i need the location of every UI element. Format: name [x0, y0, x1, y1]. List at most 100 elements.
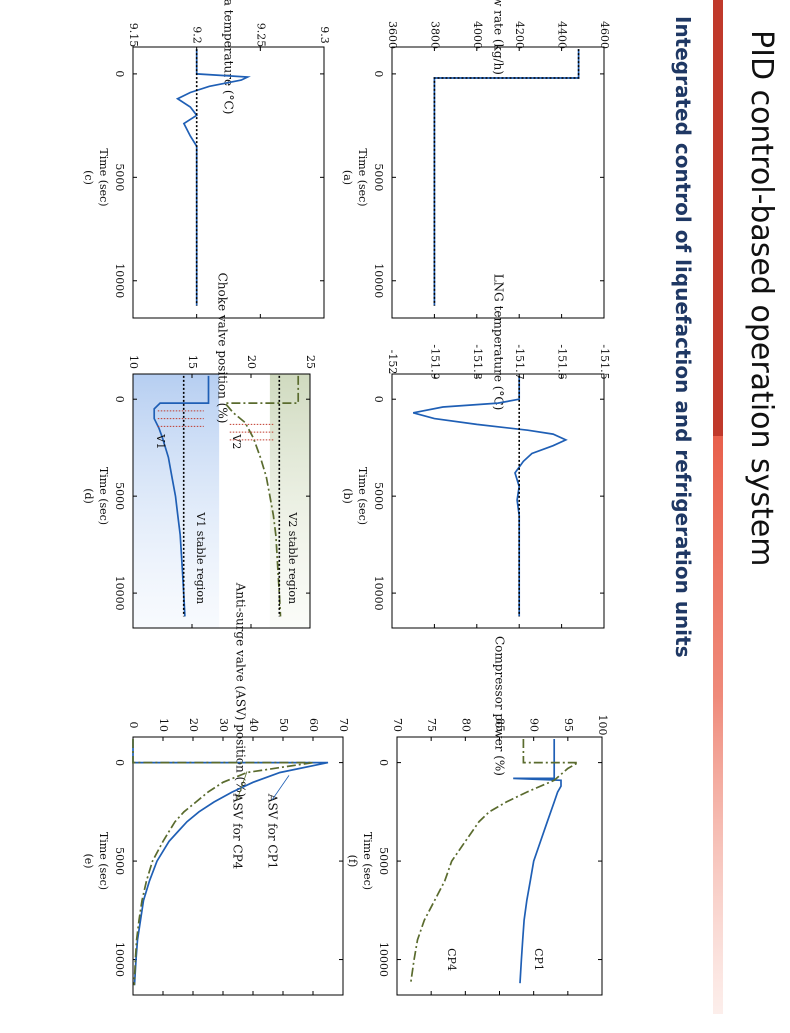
- ylabel-e-wrap: Anti-surge valve (ASV) position (%): [234, 582, 248, 798]
- xtick-label: 0: [372, 70, 385, 77]
- ytick-label-wrap: 60: [307, 718, 320, 732]
- ytick-label: 80: [459, 718, 472, 732]
- ytick-label-wrap: -151.8: [471, 344, 484, 379]
- xtick-label-wrap: 5000: [113, 847, 126, 875]
- ylabel-d: Choke valve position (%): [216, 273, 230, 424]
- xtick-label: 10000: [113, 263, 126, 298]
- ytick-label: 60: [307, 718, 320, 732]
- panel-label-f-wrap: (f): [346, 855, 359, 868]
- annot-v2-wrap: V2: [230, 433, 243, 449]
- xtick-label-wrap: 10000: [372, 576, 385, 611]
- panel-label-c: (c): [82, 170, 95, 185]
- ytick-label: 9.25: [254, 23, 267, 48]
- xtick-label-wrap: 0: [377, 759, 390, 766]
- xtick-label: 10000: [372, 263, 385, 298]
- asv-cp4-pointer: [236, 771, 248, 801]
- ytick-label-wrap: 9.2: [191, 26, 204, 44]
- panel-label-a: (a): [341, 170, 354, 185]
- xtick-label-wrap: 5000: [377, 847, 390, 875]
- ytick-label-wrap: 10: [127, 355, 140, 369]
- slide-title: PID control-based operation system: [744, 30, 779, 567]
- annot-v1: V1: [154, 433, 167, 449]
- chart-panel-e: 0 10 20 30 40 50 60 70 0 5000 10000 Anti-surge valv…: [82, 582, 350, 996]
- ytick-label: 3800: [428, 21, 441, 49]
- xtick-label-wrap: 5000: [372, 482, 385, 510]
- ytick-label-wrap: 25: [304, 355, 317, 369]
- ytick-label-wrap: 4600: [598, 21, 611, 49]
- series-line-c-0: [175, 49, 251, 306]
- ytick-label-wrap: 4000: [471, 21, 484, 49]
- annot-asv-cp4: ASV for CP4: [231, 793, 245, 870]
- slide-subtitle: Integrated control of liquefaction and r…: [671, 16, 695, 658]
- ytick-label-wrap: 9.25: [254, 23, 267, 48]
- xtick-label: 0: [377, 759, 390, 766]
- annot-cp1-wrap: CP1: [532, 948, 545, 971]
- annot-cp4-wrap: CP4: [445, 948, 458, 971]
- ytick-label-wrap: -151.9: [428, 344, 441, 379]
- ylabel-d-wrap: Choke valve position (%): [216, 273, 230, 424]
- xtick-label: 0: [372, 396, 385, 403]
- ytick-label: 4200: [513, 21, 526, 49]
- ytick-label-wrap: 85: [494, 718, 507, 732]
- ylabel-c-wrap: Warm end delta temperature (°C): [222, 0, 236, 114]
- series-line-f-1: [409, 739, 582, 984]
- annot-asv-cp1-wrap: ASV for CP1: [266, 793, 280, 869]
- ytick-label: 70: [337, 718, 350, 732]
- ytick-label-wrap: 50: [277, 718, 290, 732]
- ytick-label-wrap: 3800: [428, 21, 441, 49]
- ytick-label-wrap: 4200: [513, 21, 526, 49]
- ytick-label: 20: [245, 355, 258, 369]
- ylabel-a: LNG flow rate (kg/h): [492, 0, 506, 75]
- plot-frame-a: [391, 46, 605, 319]
- ytick-label: -151.8: [471, 344, 484, 379]
- annot-asv-cp4-wrap: ASV for CP4: [231, 793, 245, 870]
- xtick-label-wrap: 10000: [372, 263, 385, 298]
- ytick-label-wrap: 0: [127, 722, 140, 729]
- xtick-label-wrap: 0: [113, 396, 126, 403]
- annot-cp4: CP4: [445, 948, 458, 971]
- ytick-label: -151.6: [556, 344, 569, 379]
- annot-asv-cp1: ASV for CP1: [266, 793, 280, 869]
- ytick-label: 85: [494, 718, 507, 732]
- plot-frame-b: [391, 373, 605, 629]
- xtick-label-wrap: 5000: [372, 163, 385, 191]
- ytick-label: -151.7: [513, 344, 526, 379]
- xlabel-f-wrap: Time (sec): [361, 832, 374, 890]
- ytick-label-wrap: 95: [562, 718, 575, 732]
- panel-label-d-wrap: (d): [82, 488, 95, 504]
- ytick-label: 15: [186, 355, 199, 369]
- xtick-label-wrap: 10000: [377, 942, 390, 977]
- ytick-label: 25: [304, 355, 317, 369]
- side-gradient-bar: [713, 436, 723, 1014]
- annot-cp1: CP1: [532, 948, 545, 971]
- xtick-label-wrap: 10000: [113, 263, 126, 298]
- ytick-label-wrap: 15: [186, 355, 199, 369]
- annot-v1-region-wrap: V1 stable region: [194, 511, 207, 604]
- xtick-label: 5000: [113, 482, 126, 510]
- panel-label-f: (f): [346, 855, 359, 868]
- ylabel-c: Warm end delta temperature (°C): [222, 0, 236, 114]
- ylabel-e: Anti-surge valve (ASV) position (%): [234, 582, 248, 798]
- ytick-label-wrap: 70: [337, 718, 350, 732]
- xtick-label-wrap: 0: [113, 759, 126, 766]
- ytick-label-wrap: 10: [157, 718, 170, 732]
- plot-frame-c: [132, 46, 325, 319]
- xtick-label-wrap: 10000: [113, 576, 126, 611]
- ytick-label: 4000: [471, 21, 484, 49]
- xlabel-f: Time (sec): [361, 832, 374, 890]
- ytick-label: 10: [157, 718, 170, 732]
- xlabel-a: Time (sec): [356, 148, 369, 206]
- xtick-label: 0: [113, 70, 126, 77]
- series-line-e-0: [132, 739, 329, 986]
- annot-v2: V2: [230, 433, 243, 449]
- ytick-label: 30: [217, 718, 230, 732]
- xtick-label: 10000: [113, 942, 126, 977]
- ylabel-b-wrap: LNG temperature (°C): [492, 274, 506, 411]
- v2-stable-region: [269, 374, 310, 628]
- ytick-label-wrap: 40: [247, 718, 260, 732]
- ytick-label-wrap: 4400: [556, 21, 569, 49]
- ytick-label-wrap: 20: [245, 355, 258, 369]
- xlabel-e: Time (sec): [97, 832, 110, 890]
- ytick-label-wrap: 100: [596, 715, 609, 736]
